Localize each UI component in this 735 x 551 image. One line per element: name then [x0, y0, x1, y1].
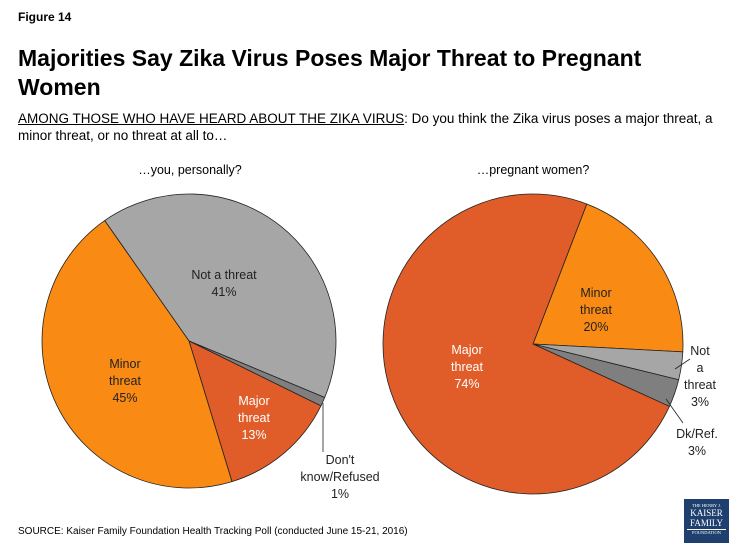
pie2-leader-line — [665, 398, 684, 424]
kff-logo: THE HENRY J. KAISER FAMILY FOUNDATION — [684, 499, 729, 543]
chart-title: Majorities Say Zika Virus Poses Major Th… — [18, 45, 642, 100]
pie1-label: Major threat 13% — [238, 394, 270, 442]
pie1-slice-minor-threat — [41, 220, 233, 489]
subtitle: AMONG THOSE WHO HAVE HEARD ABOUT THE ZIK… — [18, 110, 728, 144]
pie2-label: Dk/Ref. 3% — [676, 427, 718, 458]
pie1-label: Not a threat 41% — [191, 268, 257, 299]
pie1-title: …you, personally? — [138, 163, 242, 177]
subtitle-question: : Do you think the Zika virus poses a ma… — [18, 111, 713, 143]
pie1-slice-major-threat — [188, 340, 322, 483]
pie2-label: Major threat 74% — [451, 343, 483, 391]
pie2-label: Minor threat 20% — [580, 286, 612, 334]
pie1-label: Minor threat 45% — [109, 357, 141, 405]
pie2-title: …pregnant women? — [476, 163, 590, 177]
pie1-label: Don't know/Refused 1% — [300, 453, 379, 501]
pie2-slice-major-threat — [382, 193, 670, 495]
pie2-leader-line — [674, 358, 691, 370]
pie2-slice-minor-threat — [532, 203, 684, 353]
pie1-slice-not-a-threat — [104, 193, 337, 399]
pie2-label: Not a threat 3% — [684, 344, 716, 409]
subtitle-population: AMONG THOSE WHO HAVE HEARD ABOUT THE ZIK… — [18, 111, 405, 126]
figure-label: Figure 14 — [18, 10, 72, 24]
source-note: SOURCE: Kaiser Family Foundation Health … — [18, 526, 408, 537]
